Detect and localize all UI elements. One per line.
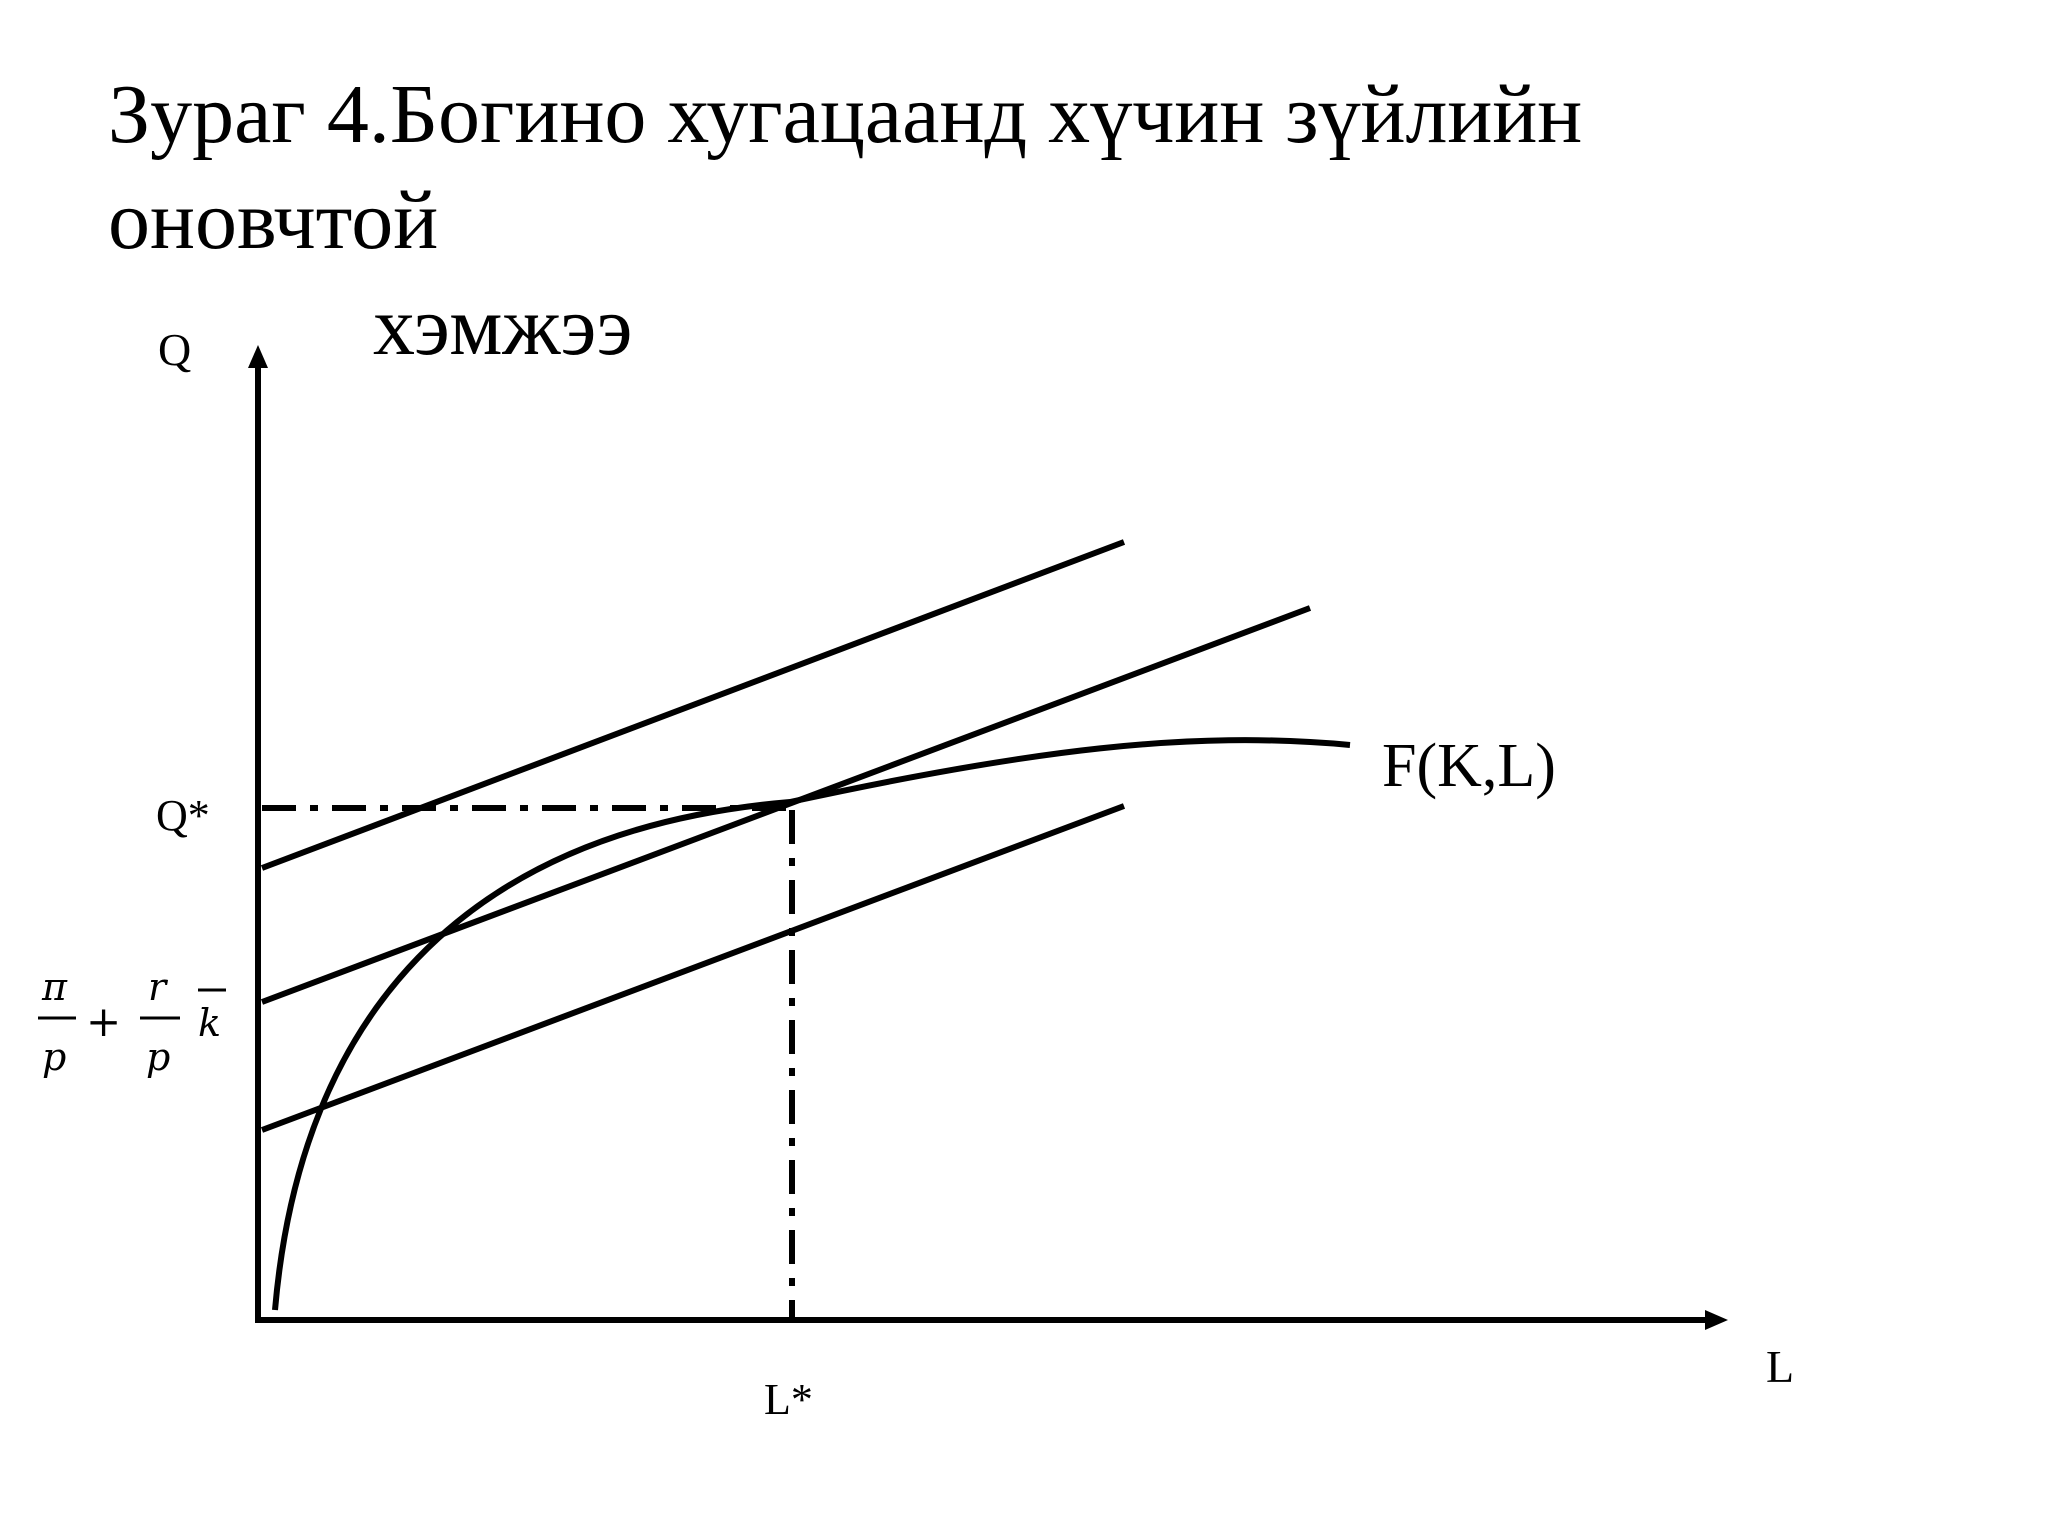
y-axis-label: Q	[158, 324, 191, 375]
figure-title-line-2: хэмжээ	[373, 280, 633, 373]
x-axis-label: L	[1766, 1341, 1794, 1392]
formula-r: r	[148, 965, 169, 1009]
formula-plus: +	[86, 997, 121, 1046]
formula-k: k	[198, 1001, 221, 1045]
l-star-label: L*	[764, 1375, 813, 1424]
intercept-formula: π p + r p k	[38, 965, 226, 1079]
formula-p-2: p	[146, 1035, 170, 1079]
curve-label: F(K,L)	[1382, 732, 1556, 800]
y-axis-arrowhead	[248, 345, 268, 368]
figure-title: Зураг 4.Богино хугацаанд хүчин зүйлийн о…	[108, 62, 1908, 380]
isoprofit-line-upper	[260, 539, 1126, 871]
q-star-label: Q*	[156, 791, 210, 840]
figure-title-line-1: Зураг 4.Богино хугацаанд хүчин зүйлийн о…	[108, 68, 1583, 267]
formula-pi: π	[41, 965, 68, 1009]
production-function-curve	[272, 737, 1351, 1311]
x-axis-arrowhead	[1705, 1310, 1728, 1330]
isoprofit-line-lower	[260, 803, 1126, 1133]
formula-p-1: p	[42, 1035, 66, 1079]
